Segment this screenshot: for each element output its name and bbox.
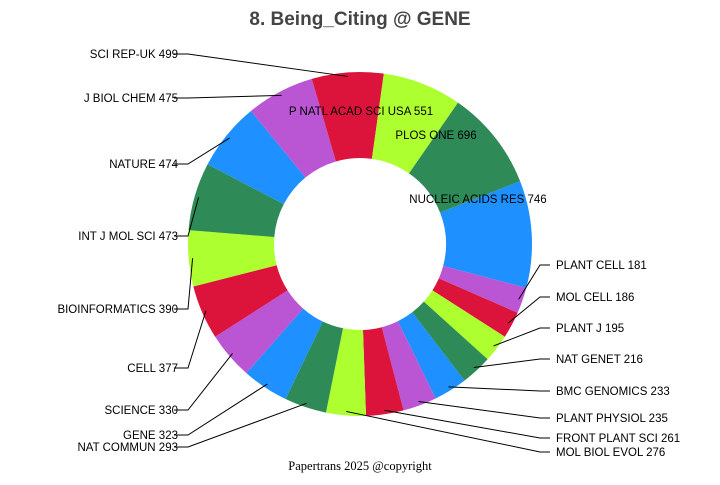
leader-line-sci-rep-uk (174, 53, 348, 77)
leader-line-mol-cell (507, 296, 550, 324)
slice-nat-genet (412, 301, 488, 381)
slice-cell (193, 265, 288, 337)
slice-label-plant-cell: PLANT CELL 181 (556, 260, 647, 272)
slice-nucleic-acids-res (440, 181, 532, 288)
slice-label-p-natl-acad-sci-usa: P NATL ACAD SCI USA 551 (289, 106, 433, 118)
slice-label-int-j-mol-sci: INT J MOL SCI 473 (78, 231, 178, 243)
slice-label-plant-physiol: PLANT PHYSIOL 235 (556, 413, 668, 425)
leader-line-bmc-genomics (448, 386, 550, 392)
slice-label-nat-genet: NAT GENET 216 (556, 354, 643, 366)
leader-line-int-j-mol-sci (174, 197, 200, 237)
slice-label-gene: GENE 323 (123, 430, 178, 442)
copyright-footer: Papertrans 2025 @copyright (288, 459, 432, 473)
slice-bmc-genomics (397, 312, 465, 399)
leader-line-cell (174, 310, 207, 369)
slice-label-bmc-genomics: BMC GENOMICS 233 (556, 386, 670, 398)
slices-layer (188, 72, 532, 416)
slice-j-biol-chem (250, 78, 336, 178)
slice-science (215, 290, 304, 374)
slice-label-cell: CELL 377 (127, 363, 178, 375)
slice-label-nucleic-acids-res: NUCLEIC ACIDS RES 746 (409, 194, 546, 206)
slice-label-science: SCIENCE 330 (104, 405, 178, 417)
slice-label-plos-one: PLOS ONE 696 (395, 130, 476, 142)
slice-label-mol-cell: MOL CELL 186 (556, 292, 634, 304)
slice-mol-cell (432, 278, 518, 337)
slice-nat-commun (285, 321, 343, 413)
leader-line-nature (174, 137, 230, 165)
slice-label-bioinformatics: BIOINFORMATICS 390 (57, 304, 178, 316)
leader-line-j-biol-chem (174, 94, 282, 99)
leader-line-mol-biol-evol (346, 410, 550, 453)
leader-line-front-plant-sci (384, 409, 550, 439)
chart-title: 8. Being_Citing @ GENE (249, 9, 470, 30)
slice-label-sci-rep-uk: SCI REP-UK 499 (90, 49, 178, 61)
leader-line-gene (174, 383, 268, 436)
slice-p-natl-acad-sci-usa (371, 73, 459, 174)
leader-line-bioinformatics (174, 258, 194, 310)
slice-gene (246, 308, 323, 400)
slice-plos-one (409, 102, 521, 213)
leader-line-plant-physiol (418, 400, 550, 419)
slice-mol-biol-evol (325, 328, 366, 416)
slice-nature (207, 111, 306, 205)
slice-front-plant-sci (362, 327, 404, 416)
slice-label-front-plant-sci: FRONT PLANT SCI 261 (556, 433, 680, 445)
slice-plant-physiol (381, 321, 436, 411)
leader-line-plant-j (493, 327, 550, 347)
leader-line-nat-commun (174, 402, 307, 448)
slice-label-nat-commun: NAT COMMUN 293 (77, 442, 178, 454)
leader-line-nat-genet (473, 358, 550, 369)
slice-bioinformatics (188, 230, 277, 287)
slice-sci-rep-uk (311, 72, 384, 162)
slice-plant-j (423, 290, 505, 360)
leader-lines-layer (174, 53, 550, 453)
slice-label-nature: NATURE 474 (109, 159, 178, 171)
slice-labels-layer: NUCLEIC ACIDS RES 746 PLANT CELL 181 MOL C… (57, 49, 680, 459)
slice-label-mol-biol-evol: MOL BIOL EVOL 276 (556, 447, 665, 459)
slice-label-j-biol-chem: J BIOL CHEM 475 (84, 93, 178, 105)
leader-line-science (174, 353, 233, 411)
slice-int-j-mol-sci (188, 164, 284, 238)
leader-line-plant-cell (518, 264, 550, 300)
slice-label-plant-j: PLANT J 195 (556, 323, 624, 335)
slice-plant-cell (438, 265, 527, 313)
